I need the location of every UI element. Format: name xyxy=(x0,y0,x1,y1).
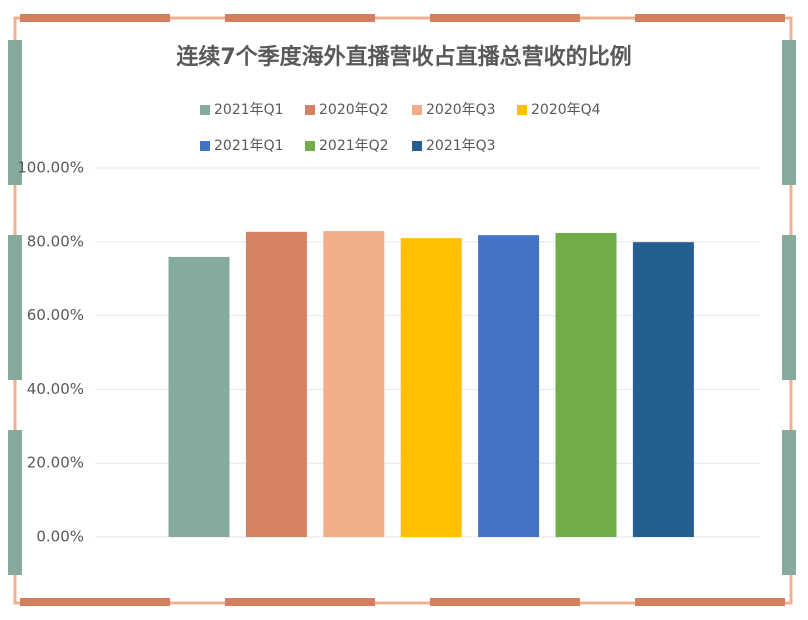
legend-swatch xyxy=(517,105,527,115)
y-tick-label: 100.00% xyxy=(17,159,84,177)
y-tick-label: 60.00% xyxy=(27,306,84,324)
y-tick-label: 20.00% xyxy=(27,454,84,472)
bar xyxy=(245,231,307,537)
legend-swatch xyxy=(305,105,315,115)
legend-label: 2021年Q1 xyxy=(214,138,284,154)
bar xyxy=(478,235,540,537)
bar xyxy=(168,256,230,537)
legend-label: 2021年Q1 xyxy=(214,102,284,118)
y-tick-label: 0.00% xyxy=(36,528,84,546)
bar xyxy=(555,232,617,537)
legend-swatch xyxy=(305,141,315,151)
legend-swatch xyxy=(412,105,422,115)
y-tick-label: 80.00% xyxy=(27,232,84,250)
legend-label: 2020年Q4 xyxy=(531,102,601,118)
legend-label: 2021年Q2 xyxy=(319,138,389,154)
legend-swatch xyxy=(412,141,422,151)
legend-swatch xyxy=(200,105,210,115)
legend-label: 2020年Q2 xyxy=(319,102,389,118)
y-tick-label: 40.00% xyxy=(27,380,84,398)
frame xyxy=(8,14,796,606)
bar xyxy=(632,242,694,537)
bar xyxy=(400,238,462,538)
legend-label: 2020年Q3 xyxy=(426,102,496,118)
bar xyxy=(323,231,385,537)
chart-title: 连续7个季度海外直播营收占直播总营收的比例 xyxy=(176,44,631,70)
legend-label: 2021年Q3 xyxy=(426,138,496,154)
legend-swatch xyxy=(200,141,210,151)
